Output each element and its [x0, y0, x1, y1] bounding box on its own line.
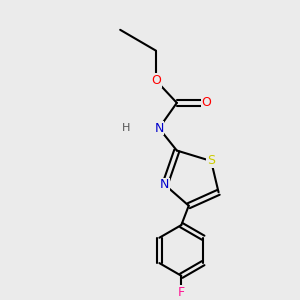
Text: N: N: [160, 178, 170, 191]
Text: O: O: [202, 96, 212, 110]
Text: N: N: [154, 122, 164, 135]
Text: O: O: [151, 74, 161, 87]
Text: F: F: [178, 286, 185, 299]
Text: H: H: [122, 123, 130, 133]
Text: S: S: [207, 154, 215, 167]
